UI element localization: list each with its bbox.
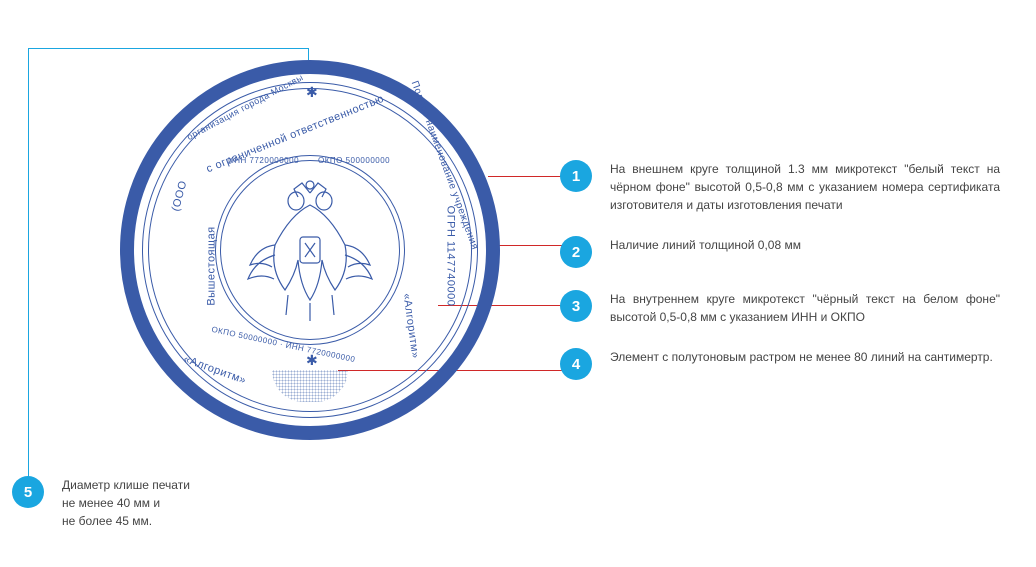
callout-badge-5: 5 (12, 476, 44, 508)
callout-2: 2 Наличие линий толщиной 0,08 мм (560, 236, 1000, 268)
callout-text-5: Диаметр клише печати не менее 40 мм и не… (62, 476, 190, 530)
leader-line-5a (28, 48, 29, 492)
stamp-text-parent: Вышестоящая (206, 226, 218, 305)
callout-text-3: На внутреннем круге микротекст "чёрный т… (610, 290, 1000, 326)
leader-line-5c (308, 48, 309, 60)
stamp-seal: ✱ ✱ организация города Москвы с ограниче… (120, 60, 500, 440)
coat-of-arms-icon (240, 175, 380, 325)
leader-line-5b (28, 48, 308, 49)
callout-badge-1: 1 (560, 160, 592, 192)
stamp-text-inn: ИНН 7720000000 (228, 156, 299, 165)
callout-text-1: На внешнем круге толщиной 1.3 мм микроте… (610, 160, 1000, 214)
callout-list: 1 На внешнем круге толщиной 1.3 мм микро… (560, 160, 1000, 402)
callout-badge-2: 2 (560, 236, 592, 268)
callout-text-2: Наличие линий толщиной 0,08 мм (610, 236, 1000, 254)
callout-badge-4: 4 (560, 348, 592, 380)
leader-line-1 (488, 176, 568, 177)
callout-text-4: Элемент с полутоновым растром не менее 8… (610, 348, 1000, 366)
callout-5: 5 Диаметр клише печати не менее 40 мм и … (12, 476, 190, 530)
callout-1: 1 На внешнем круге толщиной 1.3 мм микро… (560, 160, 1000, 214)
callout-badge-3: 3 (560, 290, 592, 322)
star-icon: ✱ (306, 84, 318, 101)
callout-3: 3 На внутреннем круге микротекст "чёрный… (560, 290, 1000, 326)
stamp-text-ogrn: ОГРН 1147740000 (444, 206, 456, 307)
leader-line-2 (497, 245, 568, 246)
stamp-text-okpo: ОКПО 500000000 (318, 156, 390, 165)
callout-4: 4 Элемент с полутоновым растром не менее… (560, 348, 1000, 380)
